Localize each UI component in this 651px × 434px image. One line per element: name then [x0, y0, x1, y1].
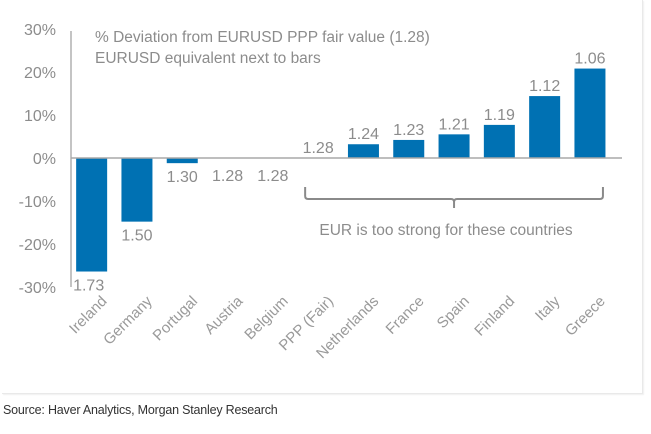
y-tick-label: 10%	[24, 108, 56, 125]
category-label: Finland	[471, 293, 518, 340]
category-label: Italy	[532, 292, 564, 324]
data-label: 1.06	[574, 51, 605, 68]
y-tick-label: 20%	[24, 65, 56, 82]
annotation: EUR is too strong for these countries	[304, 187, 604, 239]
bar-greece	[574, 68, 606, 158]
title-line: EURUSD equivalent next to bars	[95, 50, 321, 67]
data-label: 1.19	[484, 107, 515, 124]
data-label: 1.28	[257, 168, 288, 185]
bar-portugal	[166, 158, 198, 164]
y-tick-label: -10%	[19, 194, 56, 211]
data-label: 1.24	[348, 126, 379, 143]
data-label: 1.28	[303, 140, 334, 157]
y-tick-label: -20%	[19, 237, 56, 254]
data-label: 1.23	[393, 122, 424, 139]
data-label: 1.73	[73, 278, 104, 295]
category-label: Germany	[100, 292, 156, 348]
bracket	[304, 187, 604, 208]
bar-finland	[483, 124, 515, 158]
annotation-text: EUR is too strong for these countries	[319, 222, 573, 239]
data-labels: 1.73 1.50 1.30 1.28 1.28 1.28 1.24 1.23 1.21 1.19…	[73, 51, 606, 295]
title-line: % Deviation from EURUSD PPP fair value (…	[95, 29, 430, 46]
data-label: 1.50	[121, 228, 152, 245]
bar-france	[393, 139, 425, 158]
data-label: 1.28	[212, 168, 243, 185]
bar-netherlands	[347, 144, 379, 158]
source-note: Source: Haver Analytics, Morgan Stanley …	[3, 403, 278, 417]
bar-germany	[121, 158, 153, 222]
chart-title: % Deviation from EURUSD PPP fair value (…	[95, 29, 430, 67]
y-tick-label: -30%	[19, 280, 56, 297]
y-tick-label: 30%	[24, 22, 56, 39]
category-label: Spain	[434, 293, 473, 332]
y-axis: 30% 20% 10% 0% -10% -20% -30%	[19, 22, 72, 297]
bar-italy	[529, 96, 561, 158]
category-label: Portugal	[150, 293, 202, 345]
data-label: 1.30	[167, 169, 198, 186]
category-label: Greece	[562, 293, 609, 340]
bars	[76, 68, 606, 272]
category-label: Austria	[201, 292, 246, 337]
category-label: France	[383, 293, 428, 338]
data-label: 1.12	[529, 78, 560, 95]
y-tick-label: 0%	[33, 151, 56, 168]
data-label: 1.21	[438, 116, 469, 133]
bar-spain	[438, 134, 470, 158]
bar-chart: 30% 20% 10% 0% -10% -20% -30% 1.73 1.50 1.30 1.28…	[19, 22, 622, 362]
chart-frame: 30% 20% 10% 0% -10% -20% -30% 1.73 1.50 1.30 1.28…	[2, 0, 643, 394]
bar-ireland	[76, 158, 108, 272]
category-label: Ireland	[66, 293, 110, 337]
